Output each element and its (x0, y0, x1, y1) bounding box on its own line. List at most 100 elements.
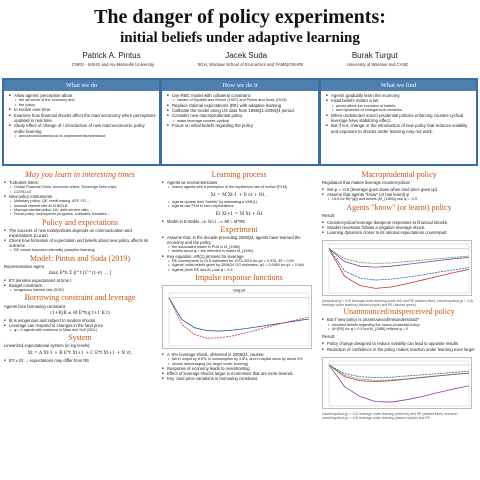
list-item: The success of new tools/policies depend… (4, 228, 156, 238)
list-item: exogenous interest rate (SOE) (4, 288, 156, 293)
how-we-do-heading: How we do it (162, 80, 318, 91)
list-item: M^{RE} for φ = 0.5 but M_{1986} reflects… (322, 327, 476, 332)
section-heading: Agents "know" (or learnt) policy (346, 202, 452, 212)
list-item: φ = 0 agents with evidence in Mian and S… (4, 328, 156, 333)
poster-subtitle: initial beliefs under adaptive learning (120, 30, 360, 46)
list-item: Response of economy leads to overshootin… (162, 366, 316, 371)
section-heading: Experiment (220, 224, 258, 234)
poster-title: The danger of policy experiments: (94, 6, 386, 28)
list-item: prices affect the evolution of beliefs, (326, 104, 473, 109)
list-item: to evolve over time. (9, 107, 156, 113)
series-line (328, 248, 470, 265)
list-item: Budget constraint: (4, 283, 156, 288)
series-line (168, 297, 310, 332)
section-heading: Learning process (211, 170, 267, 179)
list-item: the structure of the economy and (9, 98, 156, 103)
list-item: Model in E-stable, i.e. lim t→∞ Mt = M^R… (162, 219, 316, 224)
series-line (328, 364, 470, 378)
list-item: Calibrate the model using US data from 1… (167, 108, 315, 114)
right-column: Macroprudential policy Regulation that m… (322, 170, 476, 420)
list-item: Agents use PLM to form expectations (162, 204, 316, 209)
affiliation-1: CNRS - InSHS and Aix-Marseille Universit… (71, 62, 155, 67)
list-item: Agents as econometricians (162, 180, 316, 185)
equation: max E*0 Σ β^t [C^(1-σ) ... ] (48, 270, 112, 276)
list-item: Leverage can respond to changes in the l… (4, 323, 156, 328)
impulse-response-chart: Output (162, 285, 312, 350)
section-heading: Model: Pintus and Suda (2019) (30, 253, 130, 263)
list-item: Assume that agents "know" (or has learnt… (322, 192, 476, 197)
affiliation-2: SGH, Warsaw School of Economics and FAME… (197, 62, 304, 67)
list-item: E*t ≠ Et → expectations may differ from … (4, 358, 156, 363)
affiliations-row: CNRS - InSHS and Aix-Marseille Universit… (0, 62, 480, 67)
list-item: incorrect beliefs regarding the macro-pr… (322, 323, 476, 328)
series-line (328, 248, 470, 281)
list-item: Replace rational expectations (RE) with … (167, 103, 315, 109)
list-item: Smaller recession follows a negative lev… (322, 225, 476, 230)
equation: Xt = M Xt-1 + B εt + Ht , (210, 192, 268, 198)
list-item: the policy (9, 103, 156, 108)
chart-caption: procyclical (φ = 0.5) leverage under lea… (322, 299, 474, 308)
list-item: unusual interest rate at ZLB/ELB (4, 204, 156, 209)
series-line (328, 248, 470, 268)
section-heading: Impulse response functions (195, 273, 283, 283)
paragraph: Linearized expectational system (in log … (4, 343, 91, 349)
what-we-find-heading: What we find (321, 80, 476, 91)
author-1: Patrick A. Pintus (82, 51, 141, 60)
paragraph: Agents face borrowing constraint (4, 303, 65, 309)
list-item: Consider new macroprudential policy (167, 113, 315, 119)
plot-area (168, 292, 310, 347)
list-item: severe deleveraging (for larger under le… (162, 362, 316, 367)
list-item: OLS for M̂(^{φ}) and beliefs (M_{1986}) … (322, 197, 476, 202)
list-item: Assume that, in the decade preceding 200… (162, 235, 316, 245)
list-item: Effect of leverage shocks larger in econ… (162, 371, 316, 376)
list-item: Policy change designed to reduce volatil… (322, 341, 476, 346)
list-item: A -5% leverage shock, observed in 2008Q4… (162, 352, 316, 357)
series-line (328, 364, 470, 381)
list-item: Agents gradually learn the economy. (326, 93, 473, 99)
how-we-do-panel: How we do it Use RBC model with collater… (162, 80, 318, 164)
plot-area (328, 360, 470, 406)
equation: Xt = A Xt-1 + B E*t Xt+1 + C E*t Xt+1 + … (27, 350, 133, 356)
list-item: announced/understood vs unpinned/misunde… (9, 134, 156, 139)
section-heading: System (68, 333, 92, 343)
chart-title: Output (233, 288, 246, 293)
section-heading: Unannounced/misperceived policy (343, 307, 455, 317)
list-item: Turbulent times: (4, 180, 156, 185)
list-item: beliefs about φ = are reflected in matri… (162, 249, 316, 254)
list-item: Global Financial Crisis, economic crises… (4, 185, 156, 190)
list-item: Study effect of change of / introduction… (9, 123, 156, 134)
series-line (168, 297, 310, 339)
paragraph: Representative agent (4, 263, 44, 269)
what-we-do-panel: What we do Allow agents' perception abou… (4, 80, 159, 164)
equation: Et Xt+1 = M̂ Xt + H̃t (215, 211, 263, 217)
list-item: Monetary policy: QE, credit easing, AFF,… (4, 199, 156, 204)
list-item: Initial beliefs matter a lot! (326, 98, 473, 104)
list-item: Allow agents' perception about (9, 93, 156, 99)
list-item: fall in output by 8.5%, in consumption b… (162, 357, 316, 362)
list-item: Key equation: AR(1) process for leverage (162, 254, 316, 259)
list-item: Induce agents with a perception of the e… (162, 185, 316, 190)
list-item: When undetected macro-prudential policie… (326, 113, 473, 124)
section-heading: Policy and expectations (42, 217, 118, 227)
list-item: and dynamics of endogenous variables. (326, 108, 473, 113)
list-item: Agents' initial beliefs given by 2008Q4 … (162, 263, 316, 268)
section-heading: Borrowing constraint and leverage (24, 293, 136, 303)
list-item: RE versus bounded rationality (adaptive … (4, 248, 156, 253)
paragraph: Result: (322, 212, 336, 218)
policy-comparison-chart (322, 240, 472, 297)
section-heading: May you learn in interesting times (25, 170, 135, 179)
paragraph: Result: (322, 334, 336, 340)
list-item: Key: land price variations in borrowing … (162, 376, 316, 381)
middle-column: Learning process Agents as econometricia… (162, 170, 316, 384)
misperceived-policy-chart (322, 356, 472, 409)
equation: (1+R)B ≤ θt E*t(q t+1 K t) (50, 310, 110, 316)
list-item: Examine how financial shocks affect the … (9, 113, 156, 124)
list-item: Set φ = -0.5 (leverage goes down when la… (322, 187, 476, 192)
list-item: E*t denotes expectations at time t. (4, 278, 156, 283)
list-item: Reduction of confidence in the policy ma… (322, 347, 476, 352)
list-item: COVID-19 (4, 190, 156, 195)
chart-caption: countercyclical (φ = -0.5) leverage unde… (322, 411, 458, 420)
list-item: But if not, change or the introduction o… (326, 123, 473, 134)
what-we-do-heading: What we do (4, 80, 159, 91)
authors-row: Patrick A. Pintus Jacek Suda Burak Turgu… (0, 51, 480, 60)
